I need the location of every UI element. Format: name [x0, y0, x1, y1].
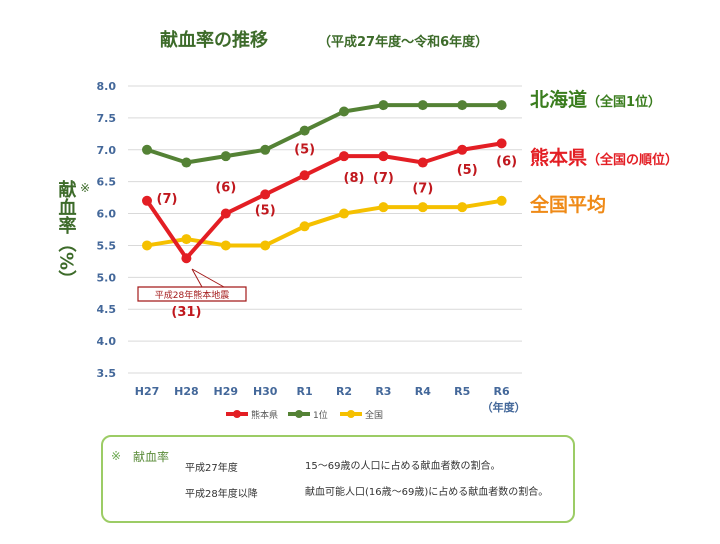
series-line-全国 [146, 198, 502, 248]
data-point-熊本県 [496, 138, 507, 149]
x-tick-label: R2 [336, 385, 352, 398]
data-point-熊本県 [142, 195, 152, 206]
annotation-text: 平成28年熊本地震 [155, 289, 229, 301]
rank-label: (7) [157, 192, 178, 207]
data-point-全国 [220, 240, 231, 251]
y-tick-label: 3.5 [97, 367, 117, 380]
rank-label: (6) [215, 181, 236, 196]
data-point-熊本県 [299, 170, 310, 181]
y-axis-label: 献血率（%） [56, 179, 77, 288]
note-definition-1: 15～69歳の人口に占める献血者数の割合。 [305, 461, 501, 472]
data-point-熊本県 [417, 157, 428, 168]
rank-label: (6) [496, 154, 517, 169]
y-tick-label: 5.5 [97, 239, 117, 252]
note-title: 献血率 [133, 450, 170, 464]
rank-label: (5) [294, 142, 315, 157]
data-point-熊本県 [339, 151, 349, 162]
x-tick-label: H28 [174, 385, 199, 398]
legend-marker [347, 410, 355, 418]
x-tick-label: H29 [214, 385, 239, 398]
legend-label: 全国 [365, 409, 383, 421]
data-point-1位 [457, 100, 468, 111]
x-tick-label: R1 [297, 385, 313, 398]
side-label-0: 北海道 [530, 88, 587, 111]
side-label-sub-1: （全国の順位） [587, 152, 678, 168]
x-tick-label: R5 [454, 385, 470, 398]
y-tick-label: 8.0 [97, 80, 117, 93]
definition-note: ※ 献血率 平成27年度 15～69歳の人口に占める献血者数の割合。 平成28年… [101, 435, 575, 523]
data-point-全国 [457, 202, 468, 213]
data-point-1位 [378, 100, 389, 111]
legend-label: 熊本県 [251, 409, 278, 421]
note-period-1: 平成27年度 [185, 463, 238, 474]
data-point-熊本県 [181, 253, 192, 264]
annotation-box [137, 286, 247, 302]
x-tick-label: H27 [135, 385, 160, 398]
data-point-熊本県 [260, 189, 271, 200]
note-definition-2: 献血可能人口(16歳～69歳)に占める献血者数の割合。 [305, 487, 549, 498]
x-tick-label: R6 [494, 385, 510, 398]
y-tick-label: 4.5 [97, 303, 117, 316]
data-point-熊本県 [220, 208, 231, 219]
data-point-1位 [142, 144, 152, 155]
data-point-全国 [339, 208, 349, 219]
chart-title: 献血率の推移 [160, 29, 268, 51]
data-point-1位 [417, 100, 428, 111]
y-tick-label: 7.5 [97, 112, 117, 125]
rank-label: (8) [344, 171, 365, 186]
rank-label: (7) [412, 182, 433, 197]
data-point-全国 [299, 221, 310, 232]
x-tick-label: R3 [375, 385, 391, 398]
y-tick-label: 6.0 [97, 208, 117, 221]
rank-label: (31) [171, 305, 201, 320]
chart-subtitle: （平成27年度～令和6年度） [318, 34, 488, 50]
legend-label: 1位 [313, 409, 328, 421]
data-point-全国 [260, 240, 271, 251]
data-point-1位 [299, 125, 310, 136]
data-point-1位 [496, 100, 507, 111]
line-chart: 献血率の推移 （平成27年度～令和6年度） 3.5 4.0 4.5 5.0 5.5 6.0 6.… [56, 29, 679, 421]
y-tick-label: 6.5 [97, 176, 117, 189]
data-point-熊本県 [378, 151, 389, 162]
data-point-全国 [417, 202, 428, 213]
x-tick-label: R4 [415, 385, 431, 398]
data-point-全国 [496, 195, 507, 206]
data-point-全国 [378, 202, 389, 213]
data-point-全国 [142, 240, 152, 251]
rank-label: (5) [457, 163, 478, 178]
series-line-1位 [146, 103, 502, 165]
rank-label: (5) [255, 203, 276, 218]
y-axis-label-mark: ※ [80, 181, 90, 195]
rank-label: (7) [373, 171, 394, 186]
note-period-2: 平成28年度以降 [185, 489, 258, 500]
side-label-2: 全国平均 [529, 193, 606, 216]
data-point-1位 [260, 144, 271, 155]
note-mark: ※ [111, 449, 122, 463]
y-tick-label: 4.0 [97, 335, 117, 348]
data-point-1位 [220, 151, 231, 162]
annotation-pointer [191, 268, 225, 288]
x-tick-label: H30 [253, 385, 278, 398]
data-point-全国 [181, 234, 192, 245]
legend-marker [295, 410, 303, 418]
x-unit-label: （年度） [482, 400, 526, 414]
legend-marker [233, 410, 241, 418]
y-tick-label: 5.0 [97, 271, 117, 284]
data-point-1位 [181, 157, 192, 168]
series-line-熊本県 [145, 141, 502, 261]
data-point-熊本県 [457, 144, 468, 155]
side-label-sub-0: （全国1位） [587, 94, 661, 110]
data-point-1位 [339, 106, 349, 117]
y-tick-label: 7.0 [97, 144, 117, 157]
side-label-1: 熊本県 [530, 146, 587, 169]
